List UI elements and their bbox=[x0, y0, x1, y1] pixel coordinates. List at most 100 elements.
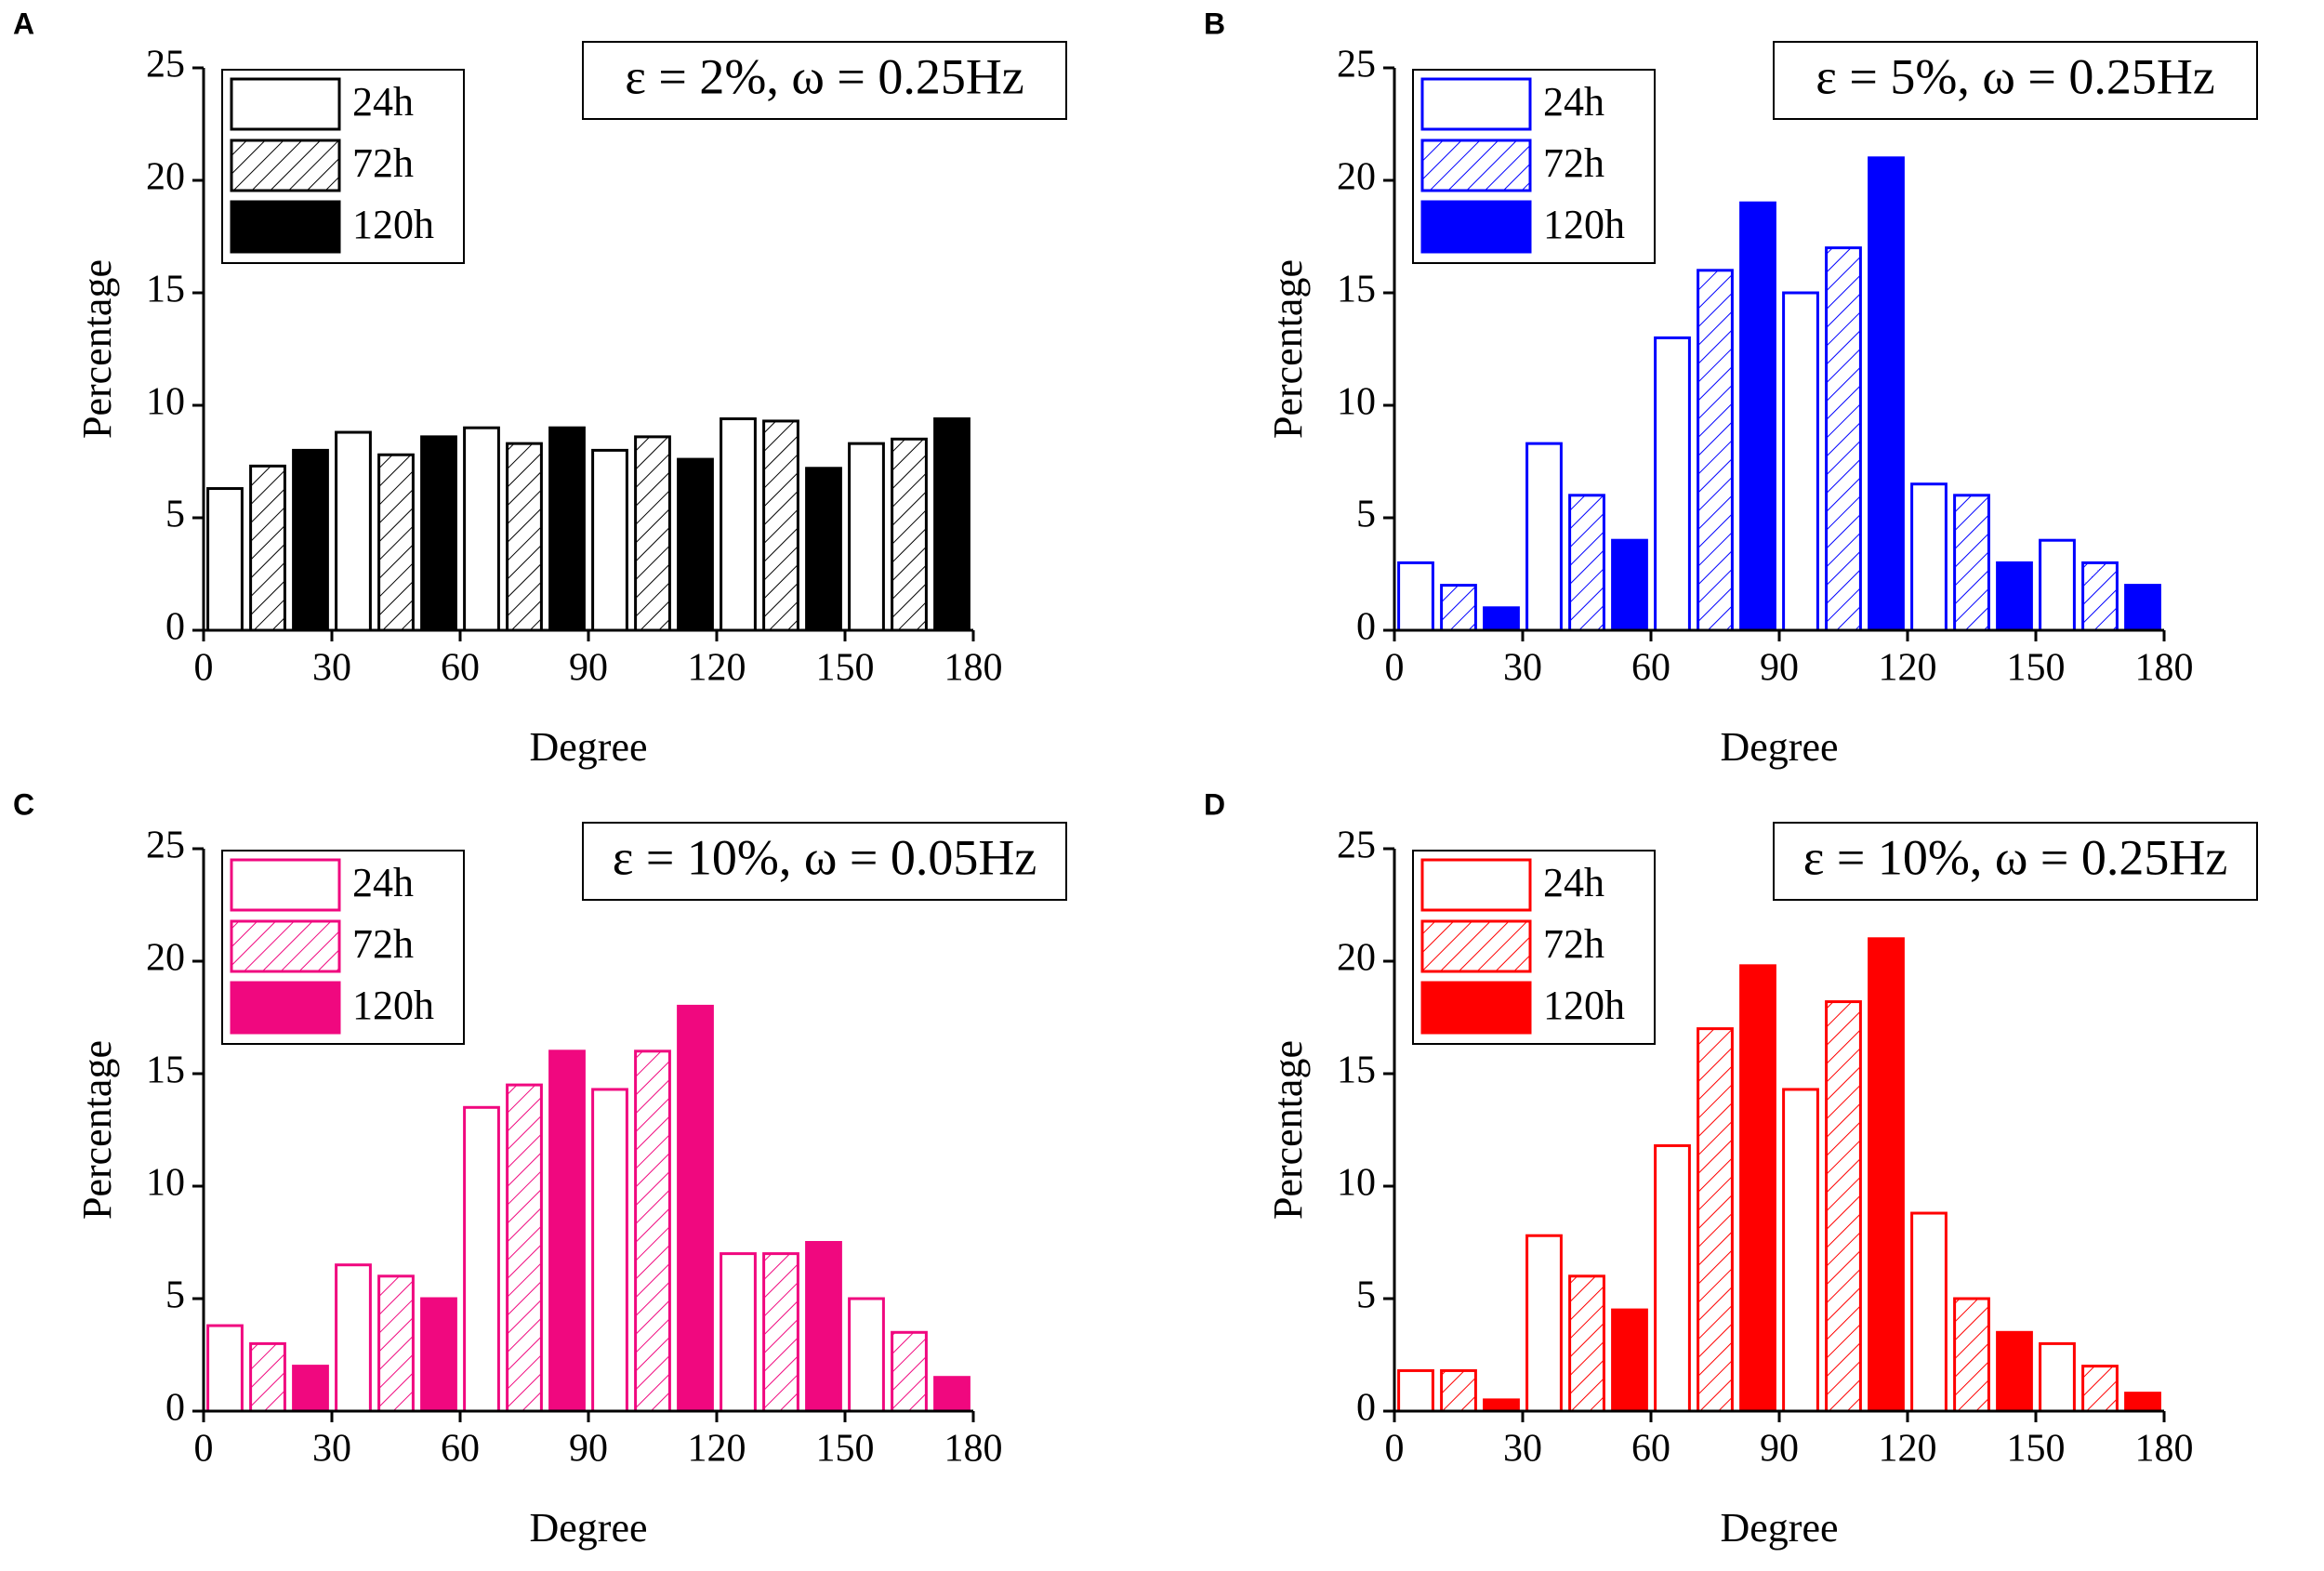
bar bbox=[420, 435, 457, 632]
y-tick-label: 0 bbox=[1356, 606, 1376, 649]
x-tick-label: 60 bbox=[441, 647, 480, 690]
x-tick-label: 150 bbox=[2007, 1428, 2066, 1471]
legend-swatch bbox=[230, 858, 341, 912]
legend-swatch bbox=[1420, 858, 1532, 912]
bar bbox=[634, 435, 671, 632]
bar bbox=[2039, 538, 2076, 632]
x-tick-label: 180 bbox=[944, 647, 1003, 690]
x-tick-label: 0 bbox=[194, 647, 214, 690]
bar bbox=[206, 1324, 244, 1413]
bar bbox=[2039, 1341, 2076, 1413]
bar bbox=[891, 1330, 928, 1413]
bar bbox=[677, 457, 714, 632]
x-tick-label: 120 bbox=[688, 647, 746, 690]
bar bbox=[1868, 937, 1905, 1413]
bar bbox=[762, 419, 799, 632]
legend-label: 72h bbox=[1543, 921, 1604, 967]
x-axis-label: Degree bbox=[529, 724, 647, 770]
y-tick-label: 15 bbox=[146, 269, 185, 311]
bar bbox=[463, 1105, 500, 1413]
bar bbox=[1483, 606, 1520, 632]
y-tick-label: 10 bbox=[1337, 381, 1376, 424]
y-tick-label: 25 bbox=[146, 825, 185, 867]
bar bbox=[933, 1376, 971, 1413]
bar bbox=[548, 426, 586, 632]
bar bbox=[933, 417, 971, 632]
bar bbox=[805, 467, 842, 632]
annotation-box bbox=[582, 41, 1067, 120]
legend-label: 120h bbox=[352, 202, 434, 247]
legend-label: 72h bbox=[352, 921, 414, 967]
y-tick-label: 10 bbox=[1337, 1162, 1376, 1205]
y-tick-label: 25 bbox=[1337, 44, 1376, 86]
bar bbox=[2081, 1365, 2119, 1413]
x-tick-label: 30 bbox=[312, 647, 351, 690]
bar bbox=[1697, 1027, 1734, 1413]
x-axis-label: Degree bbox=[529, 1505, 647, 1551]
x-tick-label: 0 bbox=[194, 1428, 214, 1471]
legend-swatch bbox=[1420, 200, 1532, 254]
bar bbox=[805, 1241, 842, 1413]
bar bbox=[1440, 1368, 1477, 1413]
bar bbox=[335, 1263, 372, 1413]
bar bbox=[1568, 1274, 1605, 1413]
bar bbox=[1825, 246, 1862, 632]
legend-label: 120h bbox=[1543, 983, 1625, 1028]
legend-swatch bbox=[1420, 981, 1532, 1035]
legend-swatch bbox=[230, 77, 341, 131]
legend-label: 72h bbox=[352, 140, 414, 186]
bar bbox=[1654, 1143, 1691, 1413]
bar bbox=[2124, 1392, 2161, 1413]
annotation-box bbox=[1773, 41, 2258, 120]
x-tick-label: 120 bbox=[1879, 1428, 1937, 1471]
bar bbox=[677, 1004, 714, 1413]
x-axis-label: Degree bbox=[1720, 724, 1838, 770]
y-tick-label: 10 bbox=[146, 381, 185, 424]
y-tick-label: 5 bbox=[1356, 1274, 1376, 1317]
bar bbox=[1440, 584, 1477, 632]
legend-label: 120h bbox=[1543, 202, 1625, 247]
x-tick-label: 60 bbox=[1631, 647, 1670, 690]
y-axis-label: Percentage bbox=[1265, 259, 1311, 439]
bar bbox=[1483, 1398, 1520, 1413]
bar bbox=[1397, 1368, 1434, 1413]
bar bbox=[591, 448, 628, 632]
bar bbox=[206, 487, 244, 632]
bar bbox=[1782, 1088, 1819, 1413]
bar bbox=[506, 1083, 543, 1413]
legend-label: 24h bbox=[1543, 79, 1604, 125]
bar bbox=[1910, 1211, 1948, 1413]
x-tick-label: 30 bbox=[312, 1428, 351, 1471]
y-axis-label: Percentage bbox=[74, 259, 120, 439]
y-tick-label: 15 bbox=[146, 1050, 185, 1092]
x-tick-label: 0 bbox=[1385, 647, 1405, 690]
y-axis-label: Percentage bbox=[1265, 1040, 1311, 1220]
bar bbox=[720, 417, 757, 632]
x-tick-label: 120 bbox=[688, 1428, 746, 1471]
y-tick-label: 15 bbox=[1337, 269, 1376, 311]
annotation-box bbox=[1773, 822, 2258, 901]
legend-swatch bbox=[230, 919, 341, 973]
y-tick-label: 0 bbox=[165, 1387, 185, 1430]
annotation-box bbox=[582, 822, 1067, 901]
bar bbox=[762, 1252, 799, 1413]
x-tick-label: 180 bbox=[2135, 647, 2194, 690]
bar bbox=[1996, 1330, 2033, 1413]
bar bbox=[1782, 291, 1819, 632]
annotation: ε = 10%, ω = 0.05Hz bbox=[613, 829, 1037, 885]
bar bbox=[848, 1297, 885, 1413]
bar bbox=[420, 1297, 457, 1413]
panel-label: C bbox=[13, 787, 34, 821]
bar bbox=[2081, 561, 2119, 632]
x-tick-label: 90 bbox=[1760, 1428, 1799, 1471]
x-tick-label: 150 bbox=[816, 647, 875, 690]
x-tick-label: 60 bbox=[441, 1428, 480, 1471]
bar bbox=[1953, 1297, 1990, 1413]
legend-swatch bbox=[1420, 139, 1532, 192]
y-tick-label: 0 bbox=[1356, 1387, 1376, 1430]
bar bbox=[1825, 1000, 1862, 1413]
x-tick-label: 90 bbox=[1760, 647, 1799, 690]
bar bbox=[292, 448, 329, 632]
bar bbox=[1996, 561, 2033, 632]
